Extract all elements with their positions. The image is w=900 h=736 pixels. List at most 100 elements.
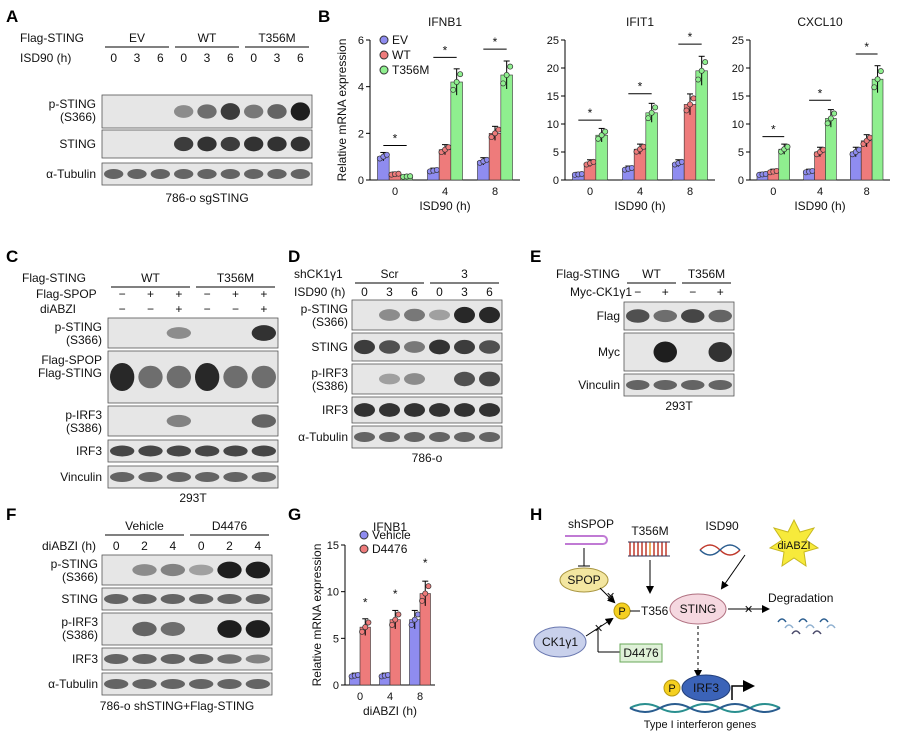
- time-label: 6: [297, 51, 304, 65]
- time-label: 3: [386, 285, 393, 299]
- data-point: [702, 59, 709, 66]
- sig-star: *: [493, 35, 498, 49]
- data-point: [425, 583, 432, 590]
- data-point: [640, 143, 647, 150]
- blot-label: p-STING (S366): [51, 557, 98, 584]
- label-line: (S386): [312, 379, 348, 393]
- sign: −: [232, 302, 239, 316]
- row-label: Flag-STING: [22, 271, 86, 285]
- data-point: [453, 79, 460, 85]
- y-tick-label: 2: [358, 128, 364, 140]
- blot-band: [132, 679, 157, 689]
- group-label: T356M: [688, 267, 725, 281]
- panel-letter-D: D: [288, 247, 300, 266]
- data-point: [362, 624, 369, 631]
- sig-star: *: [818, 86, 823, 100]
- blot-band: [195, 362, 220, 392]
- bar: [825, 118, 837, 181]
- legend-label: EV: [392, 33, 408, 47]
- y-tick-label: 10: [732, 119, 744, 131]
- sign: +: [260, 287, 267, 301]
- blot-band: [479, 340, 500, 354]
- x-tick-label: 4: [442, 186, 448, 198]
- blot-band: [195, 445, 220, 457]
- y-tick-label: 15: [547, 91, 559, 103]
- blot-band: [379, 373, 400, 385]
- blot-band: [160, 622, 185, 636]
- panel-letter-C: C: [6, 247, 18, 266]
- legend-label: Vehicle: [372, 528, 411, 542]
- blot-label: STING: [59, 137, 96, 151]
- blot-band: [174, 169, 194, 179]
- blot-band: [220, 136, 240, 152]
- blot-band: [245, 654, 270, 664]
- label-line: p-IRF3: [65, 408, 102, 422]
- blot-d-3: [351, 396, 503, 424]
- blot-band: [189, 679, 214, 689]
- blot-band: [626, 309, 650, 323]
- blot-band: [404, 373, 425, 385]
- transcription-arrow: [731, 680, 755, 700]
- blot-band: [245, 620, 270, 638]
- legend-marker: [379, 50, 389, 60]
- bar-chart-ifit1: 0 5 10 15 20 25 0 * 4 * 8 * IFIT1 ISD90 (h): [547, 15, 715, 213]
- caption-a: 786-o sgSTING: [165, 191, 248, 205]
- blot-band: [160, 679, 185, 689]
- sign: +: [717, 285, 724, 299]
- data-point: [652, 104, 659, 111]
- data-point: [602, 128, 609, 135]
- blot-band: [110, 472, 135, 482]
- legend-label: D4476: [372, 542, 408, 556]
- blot-band: [110, 445, 135, 457]
- panel-letter-H: H: [530, 505, 542, 524]
- data-point: [419, 597, 426, 604]
- chart-title: CXCL10: [797, 15, 843, 29]
- gene-dna-icon: [629, 703, 781, 713]
- label-line: p-IRF3: [311, 366, 348, 380]
- blot-band: [166, 365, 191, 389]
- sign: −: [634, 285, 641, 299]
- blot-band: [354, 403, 375, 417]
- degradation-label: Degradation: [768, 591, 833, 605]
- blot-band: [404, 308, 425, 322]
- group-label: T356M: [258, 31, 295, 45]
- blot-band: [244, 104, 264, 119]
- blot-band: [479, 371, 500, 387]
- blot-band: [160, 654, 185, 664]
- data-point: [773, 167, 780, 174]
- time-label: 4: [254, 539, 261, 553]
- data-point: [698, 67, 705, 74]
- blot-label: Flag-SPOP Flag-STING: [38, 353, 102, 380]
- legend-marker: [359, 530, 369, 540]
- y-tick-label: 20: [732, 63, 744, 75]
- blot-band: [251, 414, 276, 428]
- blot-f-3: [101, 647, 273, 671]
- blot-label: IRF3: [72, 652, 98, 666]
- blot-band: [132, 621, 157, 637]
- group-label: Scr: [381, 267, 399, 281]
- sign: −: [119, 287, 126, 301]
- data-point: [389, 621, 396, 628]
- blot-band: [132, 564, 157, 576]
- blot-band: [220, 103, 240, 120]
- blot-band: [404, 403, 425, 417]
- time-label: 0: [180, 51, 187, 65]
- blot-band: [354, 339, 375, 355]
- chart-title: IFNB1: [373, 520, 407, 534]
- sig-star: *: [443, 43, 448, 57]
- y-tick-label: 0: [738, 175, 744, 187]
- irf3-label: IRF3: [693, 681, 719, 695]
- y-axis-label: Relative mRNA expression: [335, 39, 349, 182]
- bar: [389, 619, 401, 686]
- y-tick-label: 25: [547, 35, 559, 47]
- blot-band: [454, 339, 475, 355]
- blot-d-2: [351, 363, 503, 395]
- data-point: [648, 109, 655, 116]
- y-tick-label: 5: [553, 147, 559, 159]
- time-label: 0: [436, 285, 443, 299]
- sting-label: STING: [680, 602, 717, 616]
- blot-label: IRF3: [76, 444, 102, 458]
- legend-marker: [359, 544, 369, 554]
- blot-band: [379, 403, 400, 417]
- row-label: diABZI (h): [42, 539, 96, 553]
